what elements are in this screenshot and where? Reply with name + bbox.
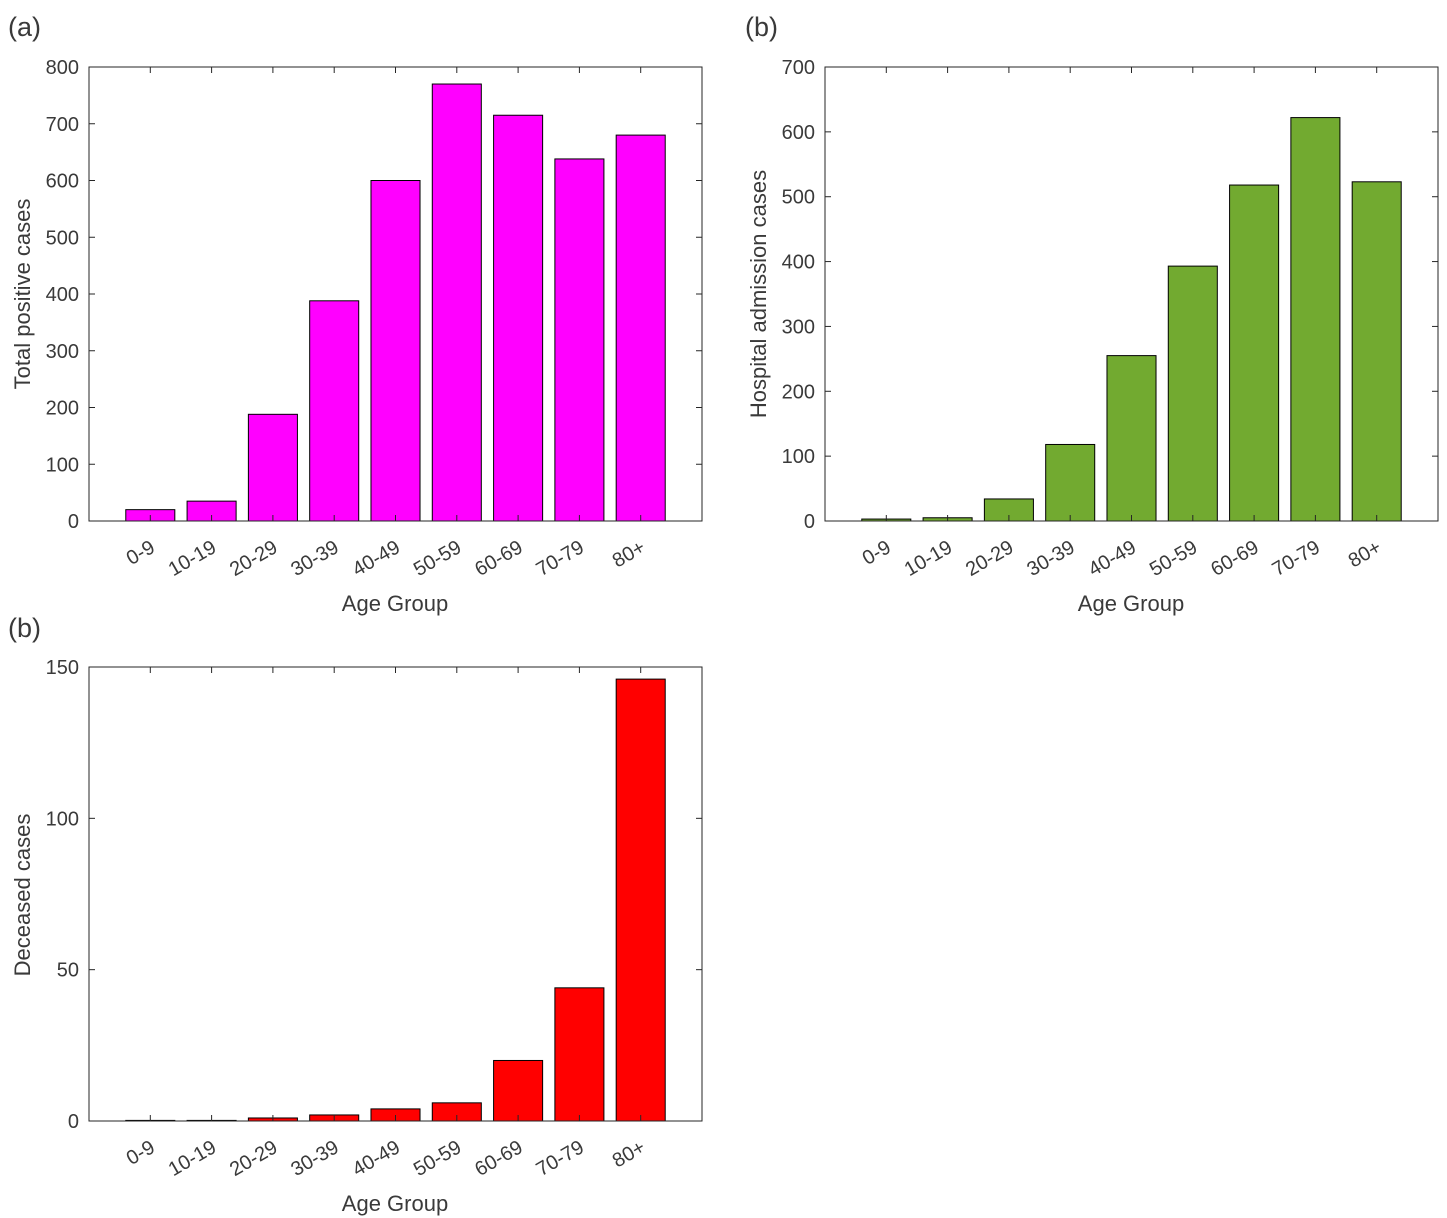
y-tick-label: 300 xyxy=(46,341,79,363)
x-tick-label: 70-79 xyxy=(1269,536,1324,581)
x-tick-label: 80+ xyxy=(609,536,649,572)
y-tick-label: 400 xyxy=(782,252,815,274)
bar-60-69 xyxy=(493,114,544,522)
y-tick-label: 500 xyxy=(46,227,79,249)
bar-50-59 xyxy=(431,83,482,522)
x-tick-label: 50-59 xyxy=(410,1136,465,1181)
x-tick-label: 0-9 xyxy=(123,536,159,570)
bar-30-39 xyxy=(1045,443,1096,522)
x-tick-label: 20-29 xyxy=(226,1136,281,1181)
chart-panel-total-positive: (a) 0 100 200 300 400 500 600 700 800 0-9 10-19 20-… xyxy=(8,12,703,616)
x-tick-label: 10-19 xyxy=(165,1136,220,1181)
y-axis-label: Deceased cases xyxy=(10,814,35,977)
y-tick-label: 600 xyxy=(782,122,815,144)
x-tick-label: 0-9 xyxy=(859,536,895,570)
y-tick-label: 0 xyxy=(68,1111,79,1133)
x-axis-label: Age Group xyxy=(342,591,448,616)
y-tick-label: 300 xyxy=(782,316,815,338)
bar-30-39 xyxy=(309,300,360,522)
y-tick-label: 100 xyxy=(782,446,815,468)
y-axis-label: Hospital admission cases xyxy=(746,170,771,418)
x-tick-label: 40-49 xyxy=(349,1136,404,1181)
plot-area: 0 50 100 150 0-9 10-19 20-29 30-39 40-49 50-59 60-… xyxy=(46,657,703,1181)
x-tick-label: 70-79 xyxy=(533,536,588,581)
bar-60-69 xyxy=(493,1059,544,1122)
y-tick-label: 400 xyxy=(46,284,79,306)
x-tick-label: 40-49 xyxy=(1085,536,1140,581)
bar-70-79 xyxy=(554,158,605,522)
x-tick-label: 60-69 xyxy=(471,1136,526,1181)
x-tick-label: 20-29 xyxy=(962,536,1017,581)
y-tick-label: 500 xyxy=(782,187,815,209)
y-tick-label: 50 xyxy=(57,960,79,982)
bar-20-29 xyxy=(247,413,298,522)
y-tick-label: 0 xyxy=(68,511,79,533)
y-tick-label: 200 xyxy=(46,398,79,420)
x-tick-label: 50-59 xyxy=(1146,536,1201,581)
x-tick-label: 80+ xyxy=(609,1136,649,1172)
x-tick-label: 40-49 xyxy=(349,536,404,581)
x-tick-label: 30-39 xyxy=(287,536,342,581)
chart-panel-deceased: (b) 0 50 100 150 0-9 10-19 20-29 30-39 40-49 50-5… xyxy=(8,613,703,1216)
x-tick-label: 30-39 xyxy=(287,1136,342,1181)
bar-80+ xyxy=(615,134,666,522)
bar-40-49 xyxy=(1106,355,1157,522)
x-tick-label: 10-19 xyxy=(165,536,220,581)
y-tick-label: 100 xyxy=(46,808,79,830)
x-tick-label: 60-69 xyxy=(471,536,526,581)
y-tick-label: 600 xyxy=(46,171,79,193)
x-axis-label: Age Group xyxy=(1078,591,1184,616)
x-tick-label: 30-39 xyxy=(1023,536,1078,581)
plot-area: 0 100 200 300 400 500 600 700 0-9 10-19 20-29 30-39… xyxy=(782,57,1439,581)
panel-label: (b) xyxy=(745,12,778,42)
bar-50-59 xyxy=(1167,265,1218,522)
bar-40-49 xyxy=(370,180,421,522)
panel-label: (a) xyxy=(8,12,41,42)
y-axis-label: Total positive cases xyxy=(10,199,35,390)
y-tick-label: 800 xyxy=(46,57,79,79)
y-tick-label: 200 xyxy=(782,381,815,403)
bar-60-69 xyxy=(1229,184,1280,522)
plot-area: 0 100 200 300 400 500 600 700 800 0-9 10-19 20-29 30… xyxy=(46,57,703,581)
x-tick-label: 60-69 xyxy=(1207,536,1262,581)
axes-box xyxy=(88,666,703,1122)
x-axis-label: Age Group xyxy=(342,1191,448,1216)
x-tick-label: 20-29 xyxy=(226,536,281,581)
x-tick-label: 10-19 xyxy=(901,536,956,581)
bar-80+ xyxy=(615,678,666,1122)
y-tick-label: 100 xyxy=(46,454,79,476)
x-tick-label: 70-79 xyxy=(533,1136,588,1181)
x-tick-label: 50-59 xyxy=(410,536,465,581)
bar-70-79 xyxy=(1290,117,1341,522)
y-tick-label: 700 xyxy=(46,114,79,136)
y-tick-label: 150 xyxy=(46,657,79,679)
x-tick-label: 80+ xyxy=(1345,536,1385,572)
y-tick-label: 0 xyxy=(804,511,815,533)
bar-80+ xyxy=(1351,181,1402,522)
bar-70-79 xyxy=(554,987,605,1122)
chart-panel-hospital-admission: (b) 0 100 200 300 400 500 600 700 0-9 10-19 20-29 3… xyxy=(745,12,1439,616)
x-tick-label: 0-9 xyxy=(123,1136,159,1170)
y-tick-label: 700 xyxy=(782,57,815,79)
panel-label: (b) xyxy=(8,613,41,643)
